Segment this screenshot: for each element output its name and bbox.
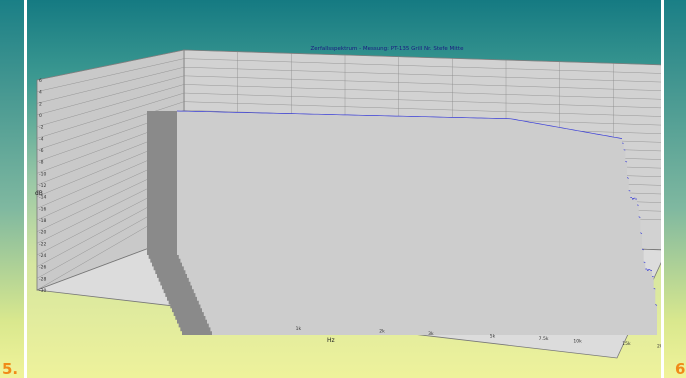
- y-tick-label: 2: [39, 101, 42, 107]
- y-tick-label: -22: [39, 241, 46, 247]
- side-grid-line: [36, 49, 185, 81]
- side-grid-line: [36, 75, 185, 116]
- decay-slice-fill: [177, 111, 622, 255]
- y-tick-label: -4: [39, 136, 44, 142]
- y-axis-label: dB: [35, 190, 43, 197]
- x-axis-label: Hz: [327, 337, 335, 344]
- side-grid-line: [36, 101, 185, 151]
- left-panel-edge: [0, 0, 24, 378]
- side-grid-line: [36, 92, 185, 139]
- y-tick-label: -12: [39, 183, 46, 189]
- y-tick-label: 0: [39, 113, 42, 119]
- x-tick-label: 1k: [296, 326, 302, 332]
- back-grid-line: [183, 101, 661, 117]
- y-tick-label: -24: [39, 253, 46, 259]
- y-tick-label: 4: [39, 90, 42, 96]
- x-tick-label: 10k: [573, 339, 582, 345]
- chart-panel: Zerfallsspektrum - Messung: PT-135 Grill…: [24, 0, 664, 378]
- y-tick-label: -16: [39, 206, 46, 212]
- x-tick-label: 2k: [379, 329, 385, 335]
- back-grid-line: [183, 67, 661, 83]
- y-tick-label: -10: [39, 171, 46, 177]
- y-tick-label: -26: [39, 265, 46, 271]
- y-tick-label: -14: [39, 195, 46, 201]
- y-tick-label: 6: [39, 78, 42, 84]
- panel-label-left: 5.: [2, 360, 19, 378]
- x-tick-label: 3k: [428, 331, 434, 337]
- back-grid-line: [183, 92, 661, 109]
- tick-labels: 6 4 2 0 -2 -4 -6 -8 -10 -12 -14 -16 -18 -20 -22 -24 -26 -…: [39, 78, 661, 350]
- side-grid-line: [36, 58, 185, 92]
- waterfall-chart: Zerfallsspektrum - Messung: PT-135 Grill…: [35, 46, 661, 359]
- y-tick-label: -20: [39, 230, 46, 236]
- x-tick-label: 5k: [490, 334, 496, 340]
- right-panel-edge: [664, 0, 686, 378]
- panel-label-right: 6: [675, 360, 686, 378]
- decay-slice-line: [176, 110, 623, 139]
- x-tick-label: 20k: [657, 344, 661, 350]
- y-tick-label: -8: [39, 160, 44, 166]
- chart-title: Zerfallsspektrum - Messung: PT-135 Grill…: [311, 46, 465, 52]
- y-tick-label: -18: [39, 218, 46, 224]
- y-tick-label: -2: [39, 125, 44, 131]
- y-tick-label: -30: [39, 288, 46, 294]
- back-grid-line: [183, 49, 661, 66]
- back-grid-line: [183, 75, 661, 91]
- back-grid-line: [183, 58, 661, 74]
- back-grid-line: [183, 84, 661, 100]
- x-tick-label: 15k: [622, 341, 631, 347]
- decay-slices: [147, 110, 658, 335]
- side-grid-line: [36, 67, 185, 104]
- y-tick-label: -28: [39, 276, 46, 282]
- slice-side-face: [147, 110, 177, 256]
- side-grid-line: [36, 84, 185, 127]
- y-tick-label: -6: [39, 148, 44, 154]
- x-tick-label: 7.5k: [539, 336, 549, 342]
